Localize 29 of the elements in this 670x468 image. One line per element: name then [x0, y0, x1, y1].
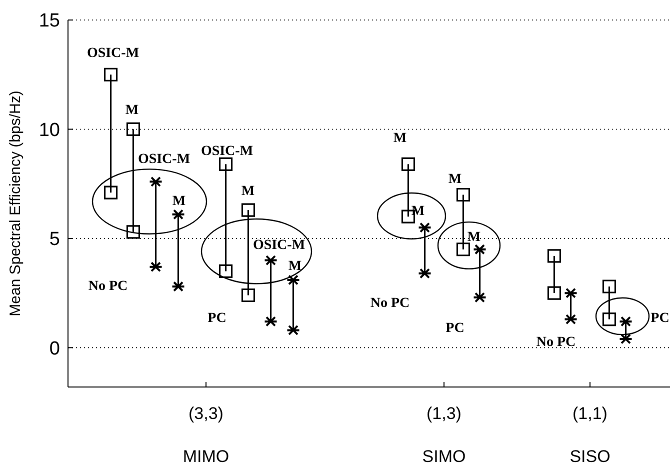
text: MIMO [182, 446, 230, 466]
annotation: PC [208, 310, 226, 326]
y-tick-label: 0 [49, 338, 60, 360]
annotation: PC [446, 320, 464, 336]
annotation: M [411, 204, 425, 219]
annotation: OSIC-M [252, 238, 306, 253]
text: SIMO [422, 446, 466, 466]
annotation: M [448, 172, 462, 187]
annotation: OSIC-M [200, 144, 254, 159]
annotation: PC [650, 310, 670, 326]
annotation: No PC [88, 278, 128, 294]
annotation: No PC [370, 296, 410, 311]
annotation: M [288, 258, 302, 274]
annotation: M [241, 184, 255, 199]
annotation: M [393, 130, 407, 146]
annotation: M [125, 102, 139, 118]
y-tick-label: 10 [38, 120, 60, 141]
text: SISO [570, 446, 610, 466]
x-tick-label: (3,3) [188, 404, 224, 423]
annotation: OSIC-M [138, 152, 190, 167]
x-tick-label: (1,3) [426, 404, 462, 423]
annotation: M [467, 230, 481, 245]
x-tick-label: (1,1) [572, 404, 608, 423]
annotation: OSIC-M [86, 46, 140, 61]
y-axis-title: Mean Spectral Efficiency (bps/Hz) [7, 90, 24, 316]
annotation: M [172, 194, 186, 209]
y-tick-label: 5 [49, 229, 60, 250]
annotation: No PC [536, 334, 576, 350]
y-tick-label: 15 [38, 10, 60, 32]
